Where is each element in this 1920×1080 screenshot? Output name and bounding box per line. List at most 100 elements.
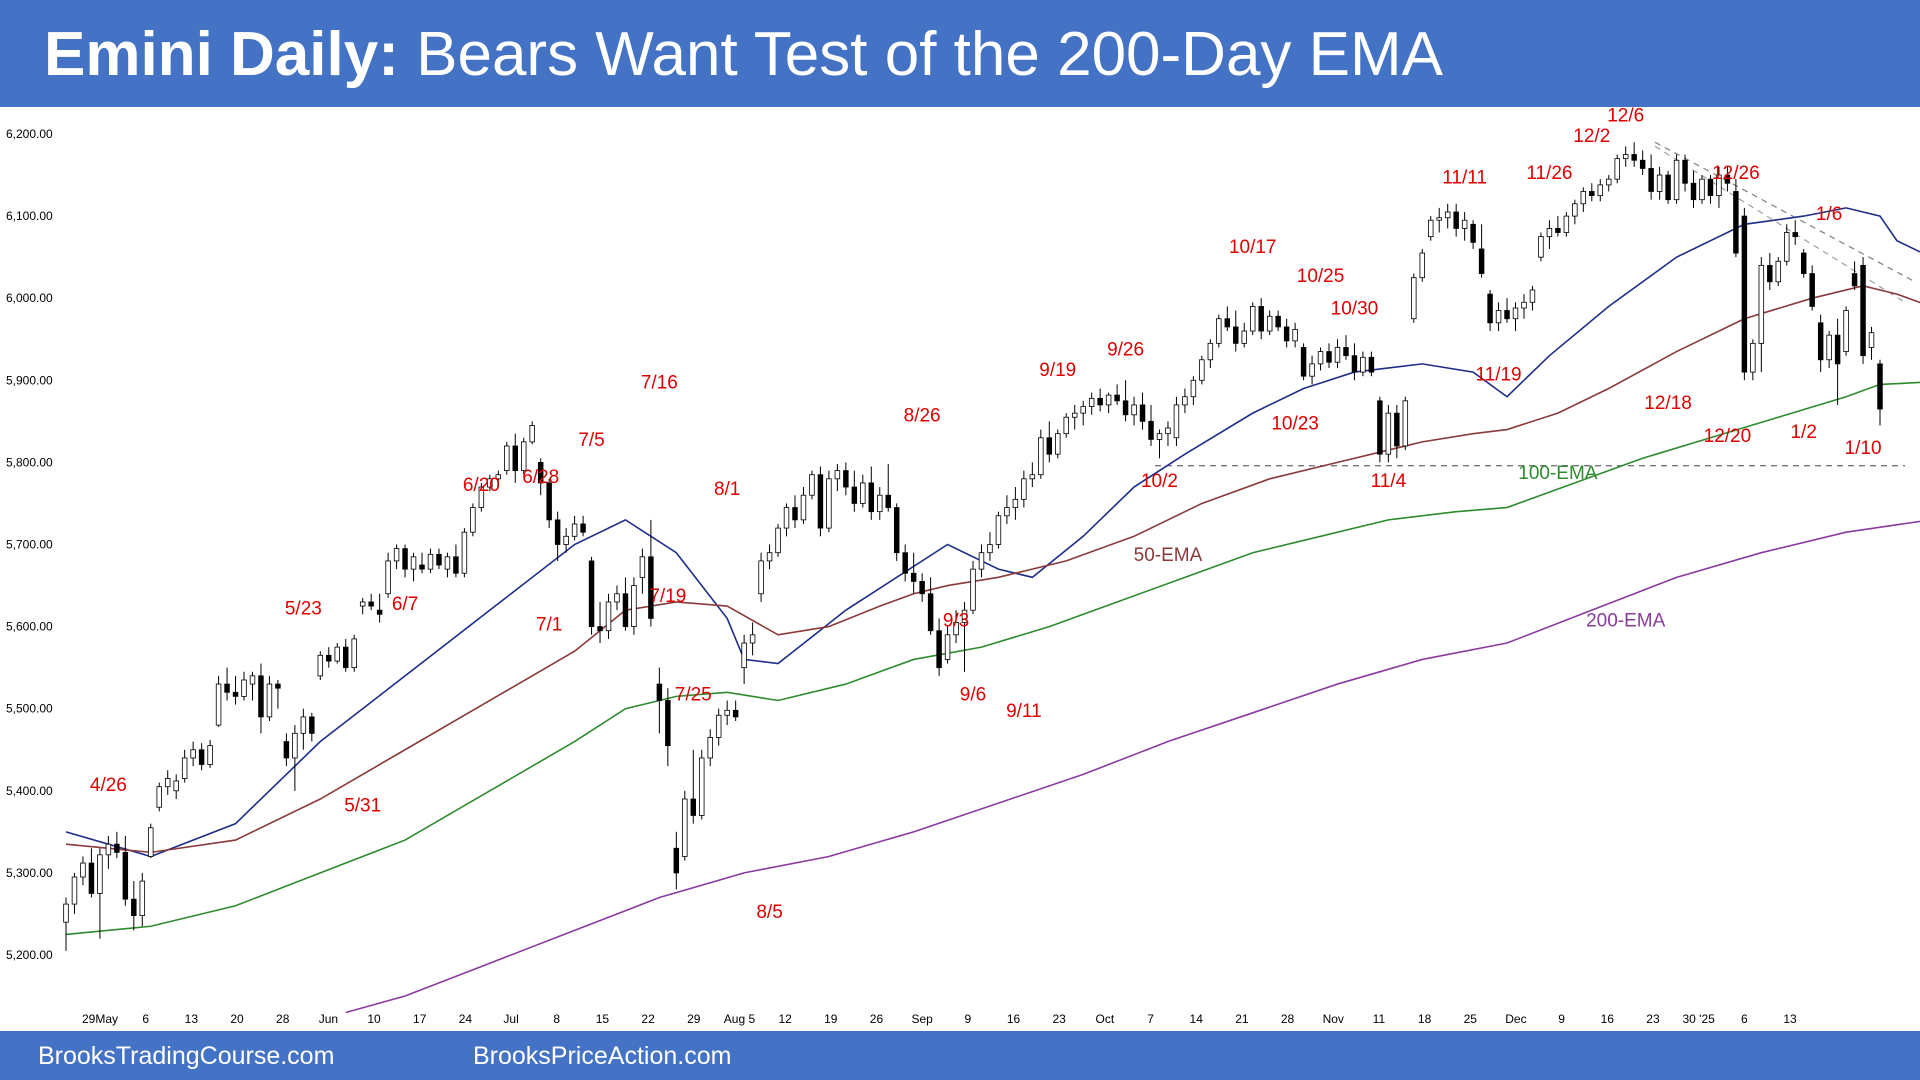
candle-body bbox=[249, 675, 256, 685]
candle-body bbox=[1317, 351, 1324, 365]
candle-body bbox=[910, 572, 917, 582]
annotation-label: 12/26 bbox=[1712, 163, 1760, 184]
candle-body bbox=[1792, 232, 1798, 238]
candle-body bbox=[868, 482, 875, 513]
candle-body bbox=[817, 474, 824, 529]
candle-body bbox=[1512, 307, 1519, 320]
candle-body bbox=[1733, 191, 1739, 254]
candle-body bbox=[1241, 330, 1247, 344]
candle-body bbox=[639, 556, 646, 578]
candle-body bbox=[715, 714, 722, 738]
candle-body bbox=[1572, 203, 1578, 217]
candle-body bbox=[554, 519, 561, 545]
candle-body bbox=[1207, 342, 1214, 361]
candle-body bbox=[1851, 273, 1858, 287]
candle-body bbox=[1012, 498, 1019, 508]
x-tick-label: 25 bbox=[1464, 1012, 1478, 1026]
candle-body bbox=[326, 654, 332, 662]
candle-body bbox=[1105, 394, 1112, 406]
annotation-label: 5/31 bbox=[344, 795, 381, 816]
candle-body bbox=[902, 552, 908, 574]
annotation-label: 11/11 bbox=[1442, 167, 1487, 188]
x-tick-label: 13 bbox=[1783, 1012, 1797, 1026]
x-tick-label: 6 bbox=[142, 1012, 149, 1026]
candle-body bbox=[504, 445, 510, 472]
x-tick-label: 7 bbox=[1147, 1012, 1154, 1026]
candle-body bbox=[1283, 326, 1290, 342]
candle-body bbox=[800, 494, 807, 521]
title-banner: Emini Daily: Bears Want Test of the 200-… bbox=[0, 0, 1920, 107]
annotation-label: 4/26 bbox=[90, 775, 127, 796]
annotation-label: 7/19 bbox=[649, 586, 686, 607]
annotation-label: 50-EMA bbox=[1134, 545, 1203, 566]
candle-body bbox=[1173, 404, 1180, 439]
x-tick-label: 30 '25 bbox=[1682, 1012, 1715, 1026]
candle-body bbox=[1258, 306, 1264, 332]
candle-body bbox=[351, 638, 357, 669]
candle-body bbox=[198, 749, 205, 765]
annotation-label: 5/23 bbox=[285, 598, 322, 619]
candle-body bbox=[215, 683, 222, 726]
x-tick-label: Aug 5 bbox=[724, 1012, 756, 1026]
candle-body bbox=[1055, 433, 1061, 455]
x-tick-label: 15 bbox=[596, 1012, 610, 1026]
candle-body bbox=[1199, 359, 1205, 381]
candle-body bbox=[1529, 289, 1536, 303]
candle-body bbox=[1750, 342, 1756, 373]
candlestick-chart: 6,200.00 6,100.00 6,000.00 5,900.00 5,800.00… bbox=[6, 107, 1920, 1026]
title-bold: Emini Daily: bbox=[44, 20, 399, 89]
footer-link-brookspriceaction[interactable]: BrooksPriceAction.com bbox=[473, 1042, 732, 1070]
candle-body bbox=[1758, 264, 1765, 344]
annotation-label: 1/2 bbox=[1790, 422, 1816, 443]
annotation-label: 12/20 bbox=[1704, 426, 1752, 447]
candle-body bbox=[1800, 252, 1807, 274]
x-tick-label: 23 bbox=[1053, 1012, 1067, 1026]
candle-body bbox=[537, 461, 544, 484]
annotation-label: 9/6 bbox=[960, 684, 986, 705]
candle-body bbox=[122, 851, 129, 900]
candle-body bbox=[758, 560, 764, 595]
candle-body bbox=[995, 515, 1002, 545]
candle-body bbox=[927, 593, 934, 632]
candle-body bbox=[893, 507, 900, 554]
candle-body bbox=[1411, 277, 1417, 320]
candle-body bbox=[1826, 334, 1832, 361]
annotation-label: 9/3 bbox=[943, 611, 969, 632]
ema-line-100-ema bbox=[65, 381, 1920, 936]
candle-body bbox=[1877, 363, 1883, 410]
candle-body bbox=[1444, 211, 1451, 219]
candle-body bbox=[436, 553, 442, 566]
y-tick-label: 5,300.00 bbox=[6, 866, 53, 880]
x-tick-label: 18 bbox=[1418, 1012, 1432, 1026]
candle-body bbox=[741, 642, 747, 669]
candle-body bbox=[317, 654, 324, 677]
x-tick-label: 16 bbox=[1601, 1012, 1615, 1026]
candle-body bbox=[181, 757, 188, 779]
candle-body bbox=[1784, 232, 1790, 262]
candle-body bbox=[1521, 301, 1527, 309]
footer-link-brookstradingcourse[interactable]: BrooksTradingCourse.com bbox=[38, 1042, 335, 1070]
candle-body bbox=[393, 548, 400, 562]
candle-body bbox=[707, 737, 713, 759]
candle-body bbox=[766, 552, 773, 562]
candle-body bbox=[1402, 400, 1409, 447]
candle-body bbox=[88, 862, 95, 894]
candle-body bbox=[410, 556, 417, 570]
candle-body bbox=[1063, 416, 1069, 435]
candle-body bbox=[232, 691, 239, 697]
annotation-label: 10/23 bbox=[1271, 414, 1319, 435]
x-tick-label: 28 bbox=[1281, 1012, 1295, 1026]
candle-body bbox=[732, 709, 739, 718]
candle-body bbox=[1419, 252, 1425, 279]
annotation-label: 12/2 bbox=[1573, 126, 1610, 147]
annotation-label: 7/16 bbox=[641, 373, 678, 394]
candle-body bbox=[631, 585, 637, 627]
x-tick-label: 17 bbox=[413, 1012, 427, 1026]
candle-body bbox=[1080, 406, 1086, 414]
candle-body bbox=[207, 745, 213, 765]
candle-body bbox=[1156, 433, 1163, 440]
candle-body bbox=[656, 683, 663, 701]
candle-body bbox=[368, 601, 374, 607]
annotation-label: 9/19 bbox=[1039, 360, 1076, 381]
y-tick-label: 5,900.00 bbox=[6, 373, 53, 387]
